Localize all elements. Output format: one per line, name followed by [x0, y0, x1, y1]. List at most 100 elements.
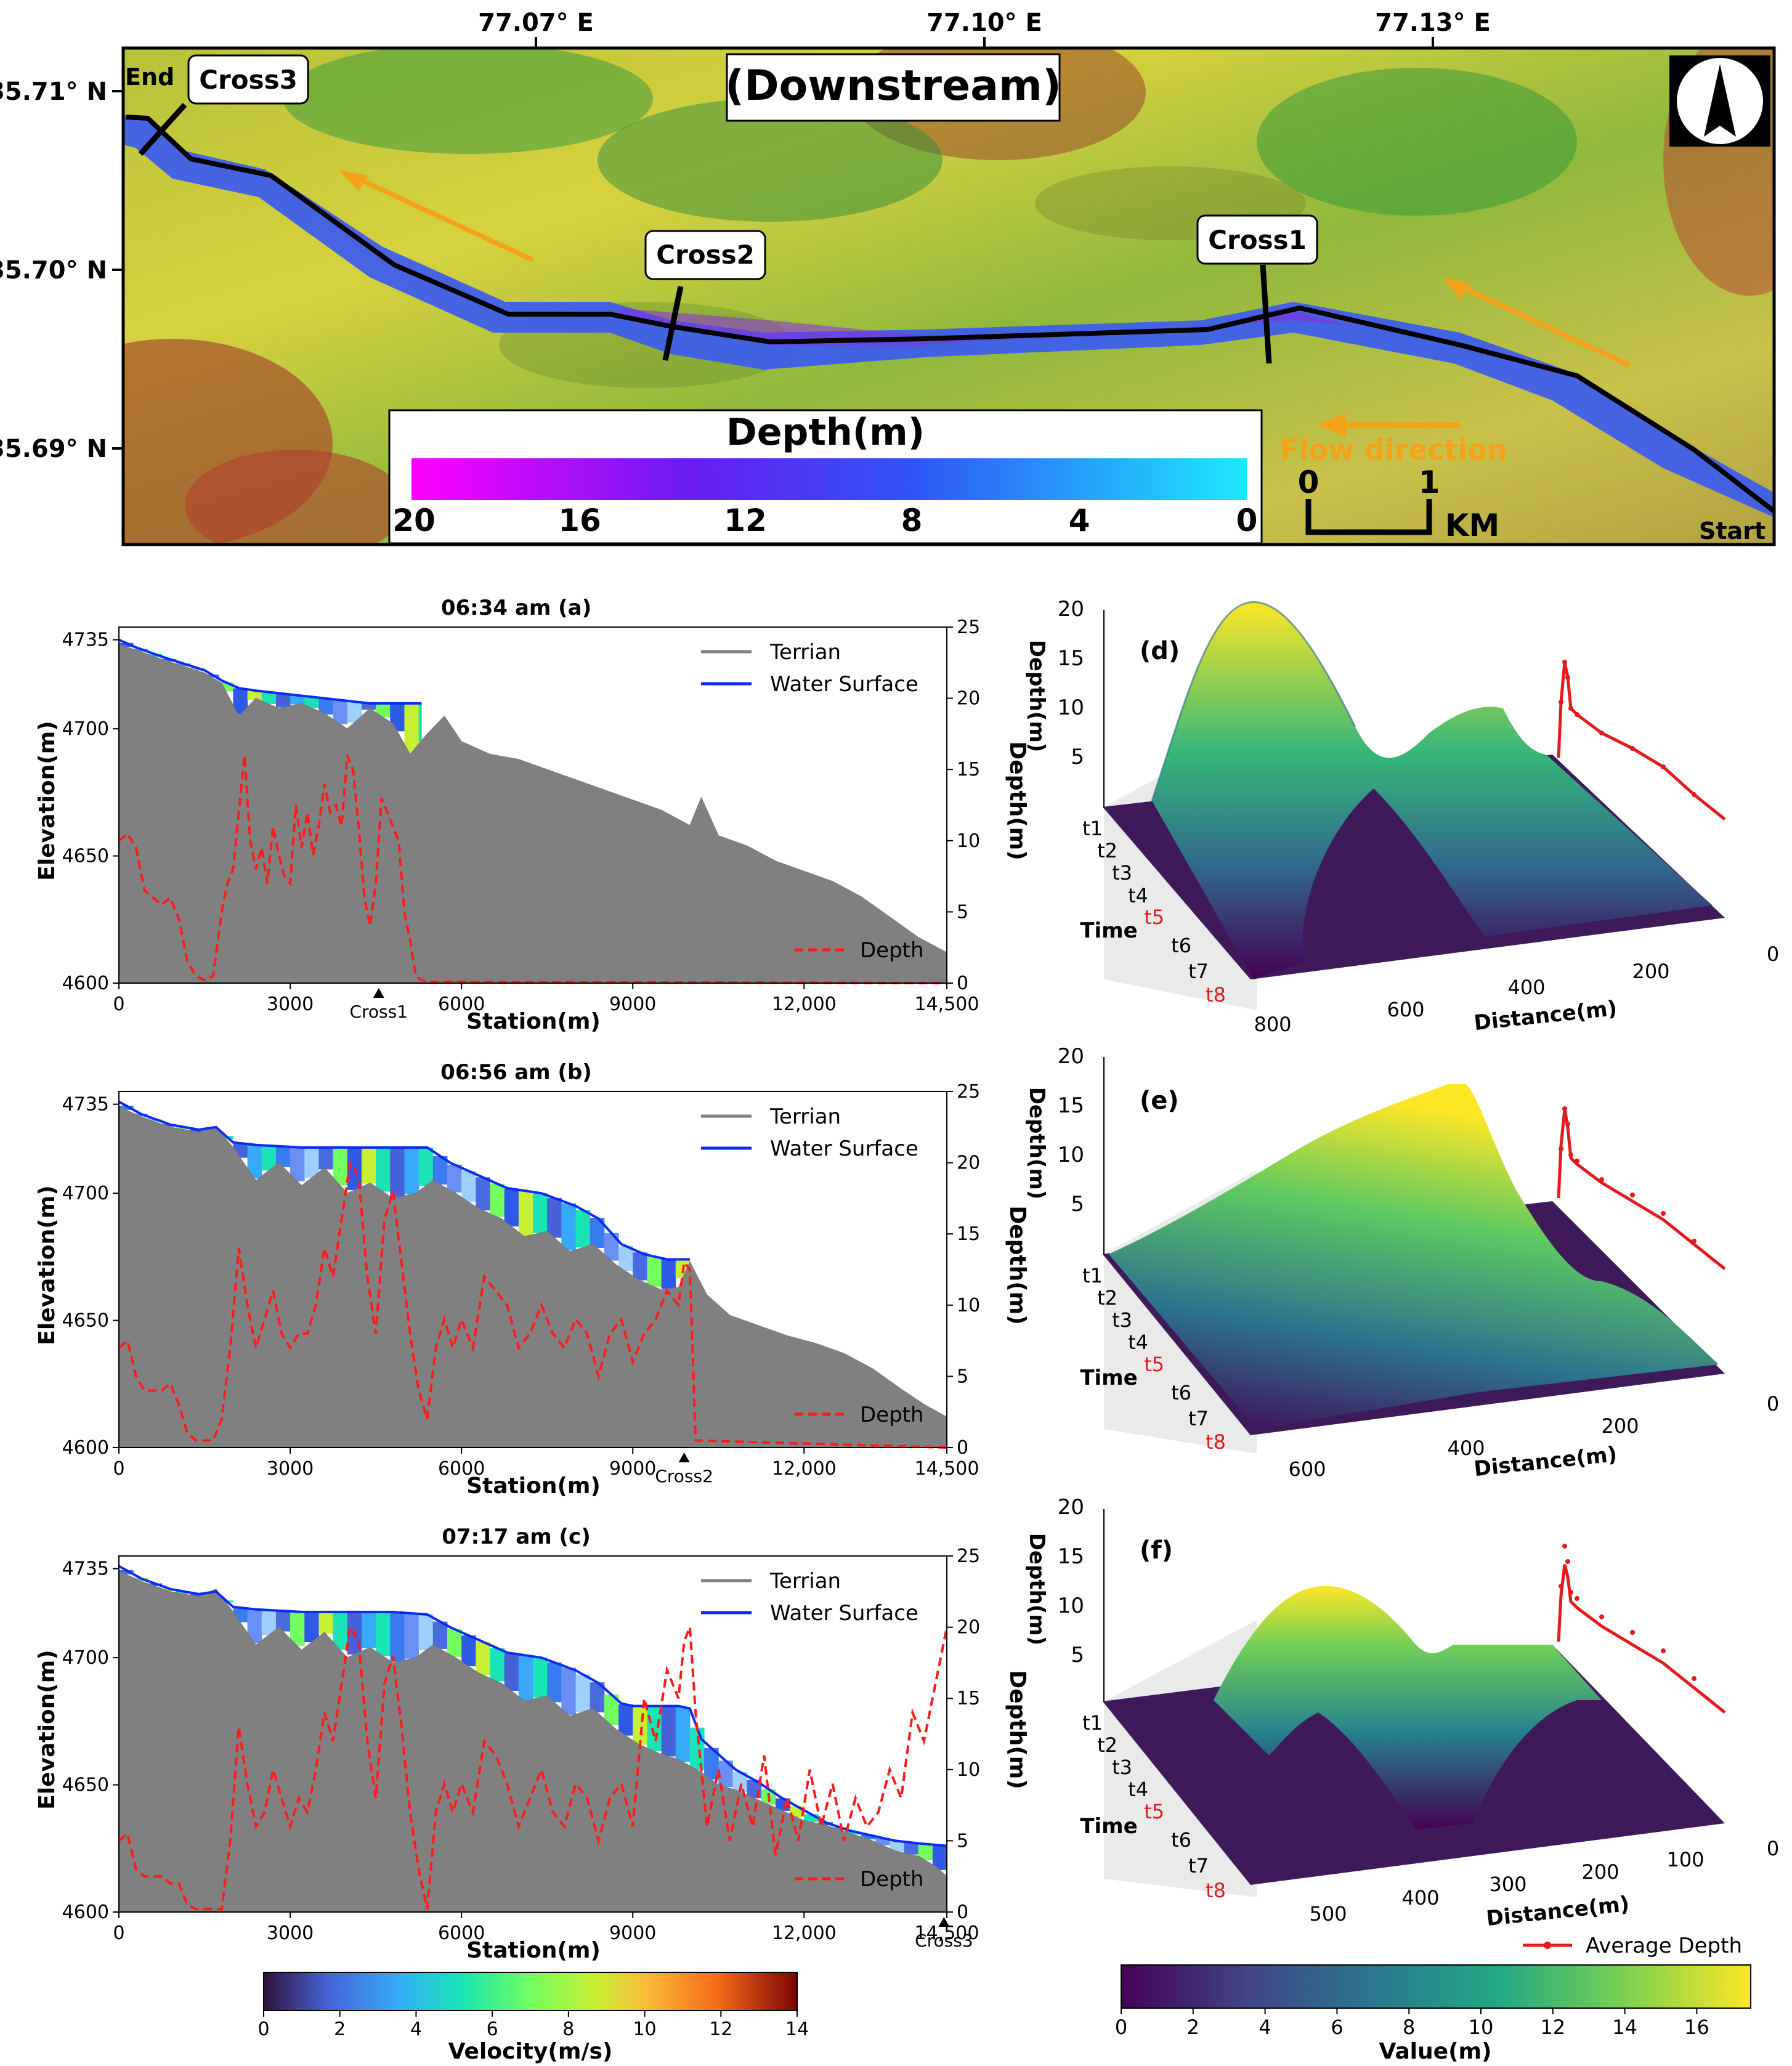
y-tick-label: 4735: [62, 630, 109, 651]
average-depth-point: [1630, 1193, 1635, 1197]
depth-tick: 8: [901, 503, 923, 538]
water-column: [490, 1648, 505, 1682]
river-deep-zone: [616, 308, 1355, 345]
water-column: [861, 1834, 876, 1840]
legend-depth-label: Depth: [860, 1403, 924, 1427]
terrain-area: [118, 644, 947, 984]
average-depth-markers: [1559, 1544, 1697, 1681]
y2-axis-label: Depth(m): [1005, 741, 1030, 860]
x-tick-label: 14,500: [915, 1458, 979, 1480]
map-title: (Downstream): [725, 62, 1061, 110]
average-depth-legend: Average Depth: [1523, 1934, 1742, 1958]
y-tick-label: 4700: [62, 1647, 109, 1669]
terrain-area: [118, 1570, 947, 1913]
water-column: [304, 697, 319, 708]
velocity-colorbar-label: Velocity(m/s): [448, 2039, 613, 2064]
z-axis: 20 15 10 5 Depth(m): [1024, 597, 1105, 807]
y2-tick-label: 15: [957, 759, 980, 780]
y-tick-label: 4600: [62, 1902, 109, 1923]
value-tick-label: 6: [1331, 2015, 1343, 2039]
scale-tick: 1: [1419, 464, 1440, 500]
time-tick: t3: [1112, 861, 1132, 885]
scale-bar: 0 1 KM: [1298, 464, 1500, 543]
average-depth-point: [1559, 1146, 1563, 1151]
y-tick-label: 4700: [62, 1183, 109, 1204]
water-surface-line: [118, 1100, 690, 1261]
y-tick-label: 4650: [62, 1310, 109, 1332]
value-tick-label: 10: [1469, 2015, 1494, 2039]
water-column: [376, 1611, 391, 1656]
water-column: [547, 1662, 562, 1703]
time-tick: t3: [1112, 1308, 1132, 1332]
x-tick-label: 12,000: [772, 994, 837, 1015]
time-tick: t3: [1112, 1756, 1132, 1779]
profile-title: 06:34 am (a): [441, 596, 591, 620]
x-axis-label: Station(m): [466, 1473, 601, 1499]
y-axis-label: Elevation(m): [34, 1185, 60, 1345]
north-arrow: [1669, 55, 1770, 147]
water-column: [304, 1147, 319, 1178]
time-tick-highlight: t5: [1144, 1353, 1164, 1376]
distance-tick: 600: [1288, 1457, 1326, 1481]
water-column: [275, 1146, 291, 1167]
scale-unit: KM: [1445, 508, 1500, 543]
average-depth-point: [1661, 1648, 1666, 1653]
x-tick-label: 3000: [267, 1922, 314, 1944]
average-depth-point: [1568, 706, 1573, 711]
average-depth-point: [1599, 1614, 1604, 1619]
water-column: [333, 1611, 348, 1650]
water-column: [732, 1772, 748, 1792]
y2-tick-label: 25: [957, 1081, 980, 1103]
water-column: [333, 700, 348, 724]
water-column: [247, 1609, 262, 1643]
y-tick-label: 4650: [62, 846, 109, 867]
water-column: [504, 1653, 519, 1691]
velocity-ticks: 0 2 4 6 8 10 12 14: [257, 2011, 809, 2040]
average-depth-line: [1557, 1108, 1726, 1270]
time-axis-label: Time: [1080, 918, 1137, 943]
cross-marker-label: Cross2: [655, 1466, 713, 1486]
y2-tick-label: 10: [957, 830, 980, 852]
y2-tick-label: 5: [957, 1366, 968, 1387]
cross1-label: Cross1: [1208, 225, 1307, 255]
water-column: [404, 1613, 420, 1659]
water-column: [476, 1177, 490, 1211]
average-depth-point: [1692, 792, 1697, 797]
water-column: [333, 1147, 348, 1186]
y-tick-label: 4650: [62, 1775, 109, 1796]
average-depth-point: [1630, 1630, 1635, 1635]
x-tick-label: 9000: [609, 1458, 656, 1480]
map-panel: End Start Cross3 Cross2 Cross1 (Downstre…: [0, 9, 1776, 546]
water-column: [447, 1164, 462, 1193]
y2-tick-label: 20: [957, 1153, 980, 1174]
profile-panel-b: 0 3000 6000 9000 12,000 14,500 4600 4650 4700 473…: [34, 1060, 1030, 1499]
x-tick-label: 9000: [609, 994, 656, 1015]
time-tick-highlight: t8: [1206, 983, 1226, 1007]
velocity-colorbar: 0 2 4 6 8 10 12 14 Velocity(m/s): [257, 1972, 809, 2064]
water-column: [347, 702, 362, 723]
cross-marker-label: Cross1: [349, 1002, 408, 1022]
z-tick: 10: [1058, 1594, 1084, 1618]
plot-frame: [118, 626, 947, 984]
cross3-label-box: [187, 54, 309, 105]
water-column: [119, 1570, 134, 1574]
water-column: [904, 1842, 919, 1855]
water-column: [361, 1611, 376, 1648]
time-tick: t1: [1082, 817, 1103, 840]
y2-tick-label: 5: [957, 901, 968, 923]
time-tick: t1: [1082, 1264, 1103, 1287]
water-column: [261, 1610, 277, 1635]
surface-ridge: [1151, 601, 1356, 801]
x-tick-label: 0: [113, 994, 124, 1015]
water-column: [647, 1706, 662, 1751]
x-tick-label: 9000: [609, 1922, 656, 1944]
water-column: [376, 1147, 391, 1192]
velocity-colorbar-gradient: [263, 1972, 798, 2011]
velocity-tick-label: 6: [487, 2019, 498, 2040]
water-column: [647, 1256, 662, 1287]
average-depth-point: [1661, 764, 1666, 769]
distance-axis-label: Distance(m): [1473, 1442, 1618, 1481]
water-column: [290, 1611, 305, 1646]
x-tick-label: 14,500: [915, 994, 979, 1015]
